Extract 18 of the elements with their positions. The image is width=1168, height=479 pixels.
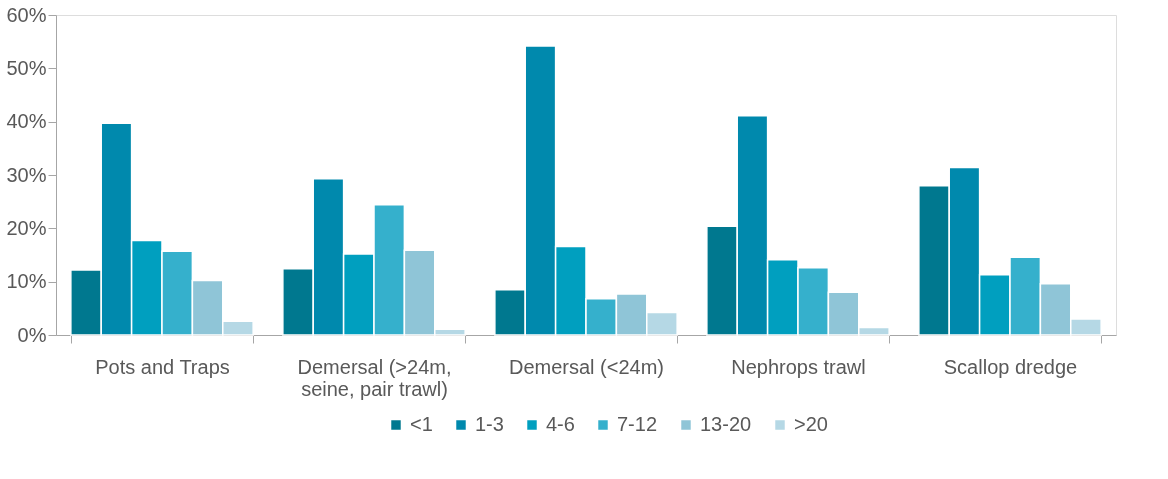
- y-tick-label: 30%: [6, 163, 47, 186]
- y-tick-label: 10%: [6, 270, 47, 293]
- y-tick-label: 20%: [6, 216, 47, 239]
- x-tick-label: Nephrops trawl: [731, 355, 866, 378]
- legend-label: 4-6: [546, 413, 575, 435]
- y-tick-label: 40%: [6, 110, 47, 133]
- y-tick-label: 0%: [17, 323, 47, 346]
- x-tick-label: Demersal (>24m, seine, pair trawl): [297, 355, 452, 400]
- legend-label: 13-20: [700, 413, 752, 435]
- x-tick-label: Demersal (<24m): [508, 355, 665, 378]
- legend-label: <1: [410, 413, 433, 435]
- y-tick-label: 50%: [6, 56, 47, 79]
- legend-label: 7-12: [617, 413, 658, 435]
- y-tick-label: 60%: [6, 3, 47, 26]
- x-tick-label: Pots and Traps: [95, 355, 230, 378]
- legend-label: 1-3: [475, 413, 504, 435]
- legend-label: >20: [794, 413, 828, 435]
- x-tick-label: Scallop dredge: [943, 355, 1078, 378]
